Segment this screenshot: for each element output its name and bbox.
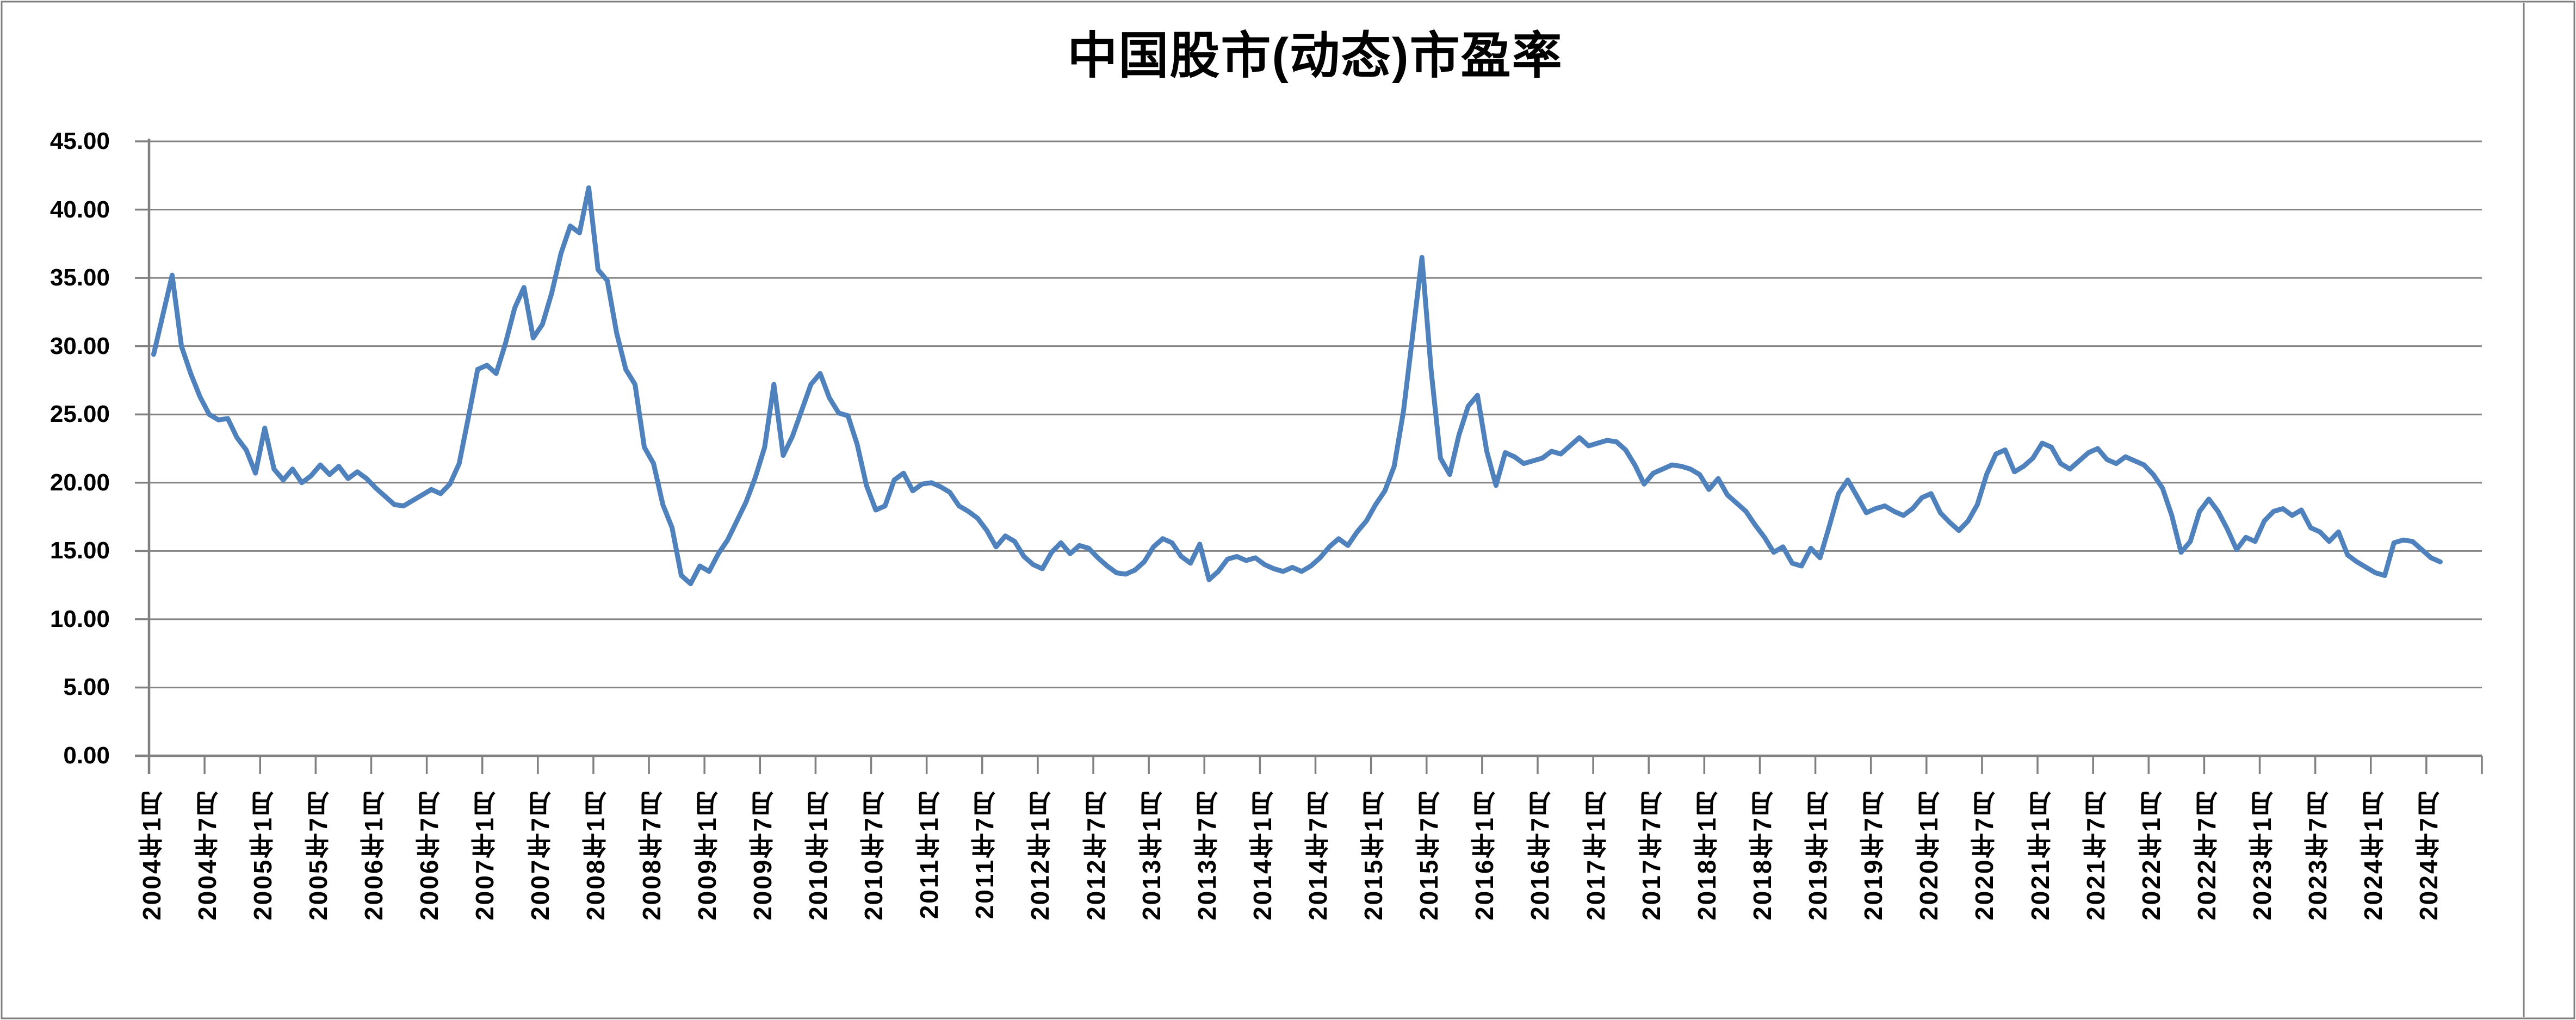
x-axis-tick-label: 2024年7月	[2414, 789, 2443, 921]
x-axis-tick-label: 2011年1月	[915, 789, 944, 919]
x-axis-tick-label: 2015年7月	[1415, 789, 1444, 921]
x-axis-tick-label: 2010年7月	[859, 789, 888, 921]
y-axis-tick-label: 0.00	[63, 742, 110, 769]
y-axis-tick-label: 10.00	[49, 605, 110, 632]
x-axis-tick-label: 2016年1月	[1470, 789, 1499, 921]
y-axis-tick-label: 35.00	[49, 264, 110, 291]
x-axis-tick-label: 2005年7月	[304, 789, 332, 921]
pe-ratio-series-line	[151, 185, 2443, 587]
x-axis-tick-label: 2017年1月	[1581, 789, 1610, 921]
y-axis-tick-label: 25.00	[49, 401, 110, 428]
x-axis-tick-label: 2020年7月	[1970, 789, 1999, 921]
x-axis-tick-label: 2015年1月	[1359, 789, 1388, 921]
y-axis-tick-label: 20.00	[49, 469, 110, 496]
x-axis-tick-label: 2014年1月	[1248, 789, 1277, 921]
x-axis-tick-label: 2022年7月	[2192, 789, 2221, 921]
x-axis-tick-label: 2021年7月	[2081, 789, 2110, 921]
x-axis-tick-label: 2007年7月	[526, 789, 555, 921]
x-axis-tick-label: 2006年1月	[359, 789, 388, 921]
x-axis-tick-label: 2010年1月	[803, 789, 832, 921]
x-axis-tick-label: 2013年7月	[1192, 789, 1221, 921]
x-axis-tick-label: 2017年7月	[1637, 789, 1665, 921]
x-axis-tick-label: 2019年7月	[1859, 789, 1888, 921]
x-axis-tick-label: 2022年1月	[2137, 789, 2165, 921]
x-axis-tick-label: 2014年7月	[1304, 789, 1332, 921]
x-axis-tick-label: 2019年1月	[1804, 789, 1832, 921]
x-axis-tick-label: 2009年7月	[748, 789, 777, 921]
x-axis-tick-label: 2008年7月	[637, 789, 666, 921]
x-axis-tick-label: 2004年7月	[193, 789, 221, 921]
x-axis-tick-label: 2024年1月	[2359, 789, 2388, 921]
y-axis-tick-label: 45.00	[49, 128, 110, 154]
x-axis-tick-label: 2007年1月	[470, 789, 499, 921]
x-axis-tick-label: 2023年7月	[2303, 789, 2332, 921]
x-axis-tick-label: 2004年1月	[137, 789, 166, 921]
x-axis-tick-label: 2020年1月	[1915, 789, 1943, 921]
y-axis-tick-label: 30.00	[49, 332, 110, 359]
y-axis-tick-label: 15.00	[49, 537, 110, 564]
y-axis-tick-label: 40.00	[49, 196, 110, 223]
x-axis-tick-label: 2016年7月	[1526, 789, 1555, 921]
x-axis-tick-label: 2013年1月	[1137, 789, 1166, 921]
x-axis-tick-label: 2008年1月	[581, 789, 610, 921]
x-axis-tick-label: 2018年1月	[1692, 789, 1721, 921]
x-axis-tick-label: 2012年1月	[1026, 789, 1055, 921]
x-axis-tick-label: 2009年1月	[692, 789, 721, 921]
x-axis-tick-label: 2012年7月	[1081, 789, 1110, 921]
x-axis-tick-label: 2018年7月	[1748, 789, 1776, 921]
chart-title: 中国股市(动态)市盈率	[1067, 28, 1563, 84]
x-axis-tick-label: 2023年1月	[2248, 789, 2277, 921]
x-axis-tick-label: 2021年1月	[2026, 789, 2054, 921]
y-axis-tick-label: 5.00	[63, 674, 110, 701]
x-axis-tick-label: 2006年7月	[415, 789, 444, 921]
x-axis-tick-label: 2011年7月	[970, 789, 999, 919]
x-axis-tick-label: 2005年1月	[248, 789, 277, 921]
